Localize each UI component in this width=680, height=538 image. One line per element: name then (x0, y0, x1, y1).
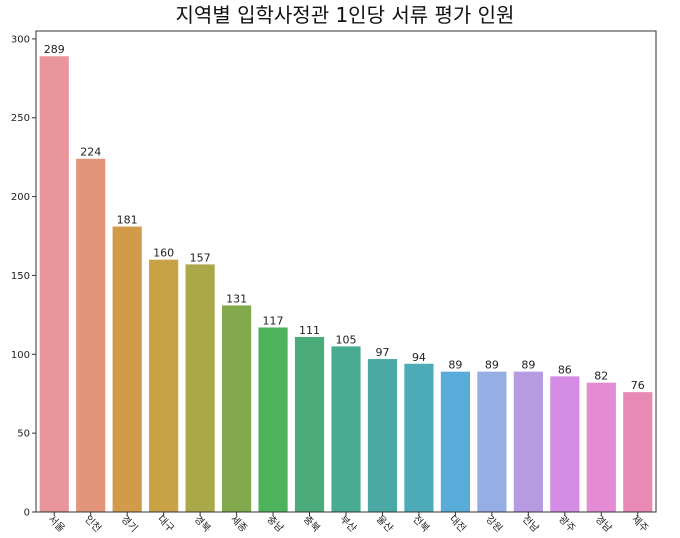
bar-인천 (76, 158, 106, 513)
x-tick-label: 충북 (301, 513, 323, 535)
x-tick-label: 부산 (337, 513, 359, 535)
y-axis: 0 50 100 150 200 250 300 (11, 34, 36, 519)
bar-대구 (149, 259, 179, 512)
bar-value-label: 89 (485, 359, 499, 372)
x-tick-label: 충남 (264, 513, 286, 535)
bar-value-label: 224 (80, 146, 101, 159)
y-tick-label: 0 (24, 508, 30, 519)
bar-서울 (39, 56, 69, 512)
bar-울산 (367, 359, 398, 512)
bar-제주 (623, 392, 653, 512)
x-tick-label: 제주 (629, 513, 651, 535)
bar-value-label: 89 (521, 359, 535, 372)
bar-value-label: 89 (448, 359, 462, 372)
bar-value-labels: 289 224 181 160 157 131 117 111 105 97 94 89 89 89 86 8… (44, 43, 645, 392)
bar-부산 (331, 346, 361, 512)
x-tick-label: 강원 (483, 513, 505, 535)
x-tick-label: 경남 (593, 512, 615, 534)
y-tick-label: 300 (11, 34, 30, 45)
bar-경북 (185, 264, 215, 512)
x-tick-label: 대전 (447, 513, 469, 535)
x-tick-label: 경북 (191, 512, 213, 534)
x-tick-label: 인천 (82, 513, 104, 535)
bar-전북 (404, 363, 434, 512)
x-tick-label: 울산 (374, 513, 396, 535)
y-tick-label: 50 (17, 429, 30, 440)
bar-value-label: 117 (263, 314, 284, 327)
bar-value-label: 76 (631, 379, 645, 392)
chart-title: 지역별 입학사정관 1인당 서류 평가 인원 (176, 3, 515, 27)
bar-value-label: 105 (336, 333, 357, 346)
bar-value-label: 157 (190, 251, 211, 264)
x-tick-label: 세종 (228, 513, 250, 535)
bar-value-label: 82 (594, 370, 608, 383)
bar-충남 (258, 327, 288, 512)
bars-layer (39, 56, 653, 513)
y-tick-label: 250 (11, 113, 30, 124)
bar-value-label: 86 (558, 363, 572, 376)
bar-경남 (586, 382, 616, 512)
bar-전남 (513, 371, 543, 512)
x-tick-label: 전북 (410, 513, 432, 535)
bar-value-label: 94 (412, 351, 426, 364)
y-tick-label: 200 (11, 192, 30, 203)
bar-value-label: 160 (153, 247, 174, 260)
y-tick-label: 150 (11, 271, 30, 282)
bar-충북 (294, 336, 325, 512)
x-tick-label: 경기 (119, 512, 141, 534)
bar-value-label: 289 (44, 43, 65, 56)
bar-value-label: 181 (117, 214, 138, 227)
bar-세종 (222, 305, 252, 512)
bar-value-label: 131 (226, 292, 247, 305)
bar-value-label: 97 (375, 346, 389, 359)
x-tick-label: 서울 (46, 513, 68, 535)
x-tick-label: 전남 (520, 513, 542, 535)
bar-강원 (477, 371, 507, 512)
x-axis: 서울 인천 경기 대구 경북 세종 충남 충북 부산 울산 전북 대전 강원 전남 광주 경남 제주 (46, 512, 651, 535)
y-tick-label: 100 (11, 350, 30, 361)
bar-value-label: 111 (299, 324, 320, 337)
x-tick-label: 광주 (556, 513, 578, 535)
bar-광주 (550, 376, 580, 512)
bar-경기 (112, 226, 142, 513)
bar-대전 (440, 371, 470, 512)
plot-frame (35, 30, 657, 513)
x-tick-label: 대구 (155, 513, 177, 535)
